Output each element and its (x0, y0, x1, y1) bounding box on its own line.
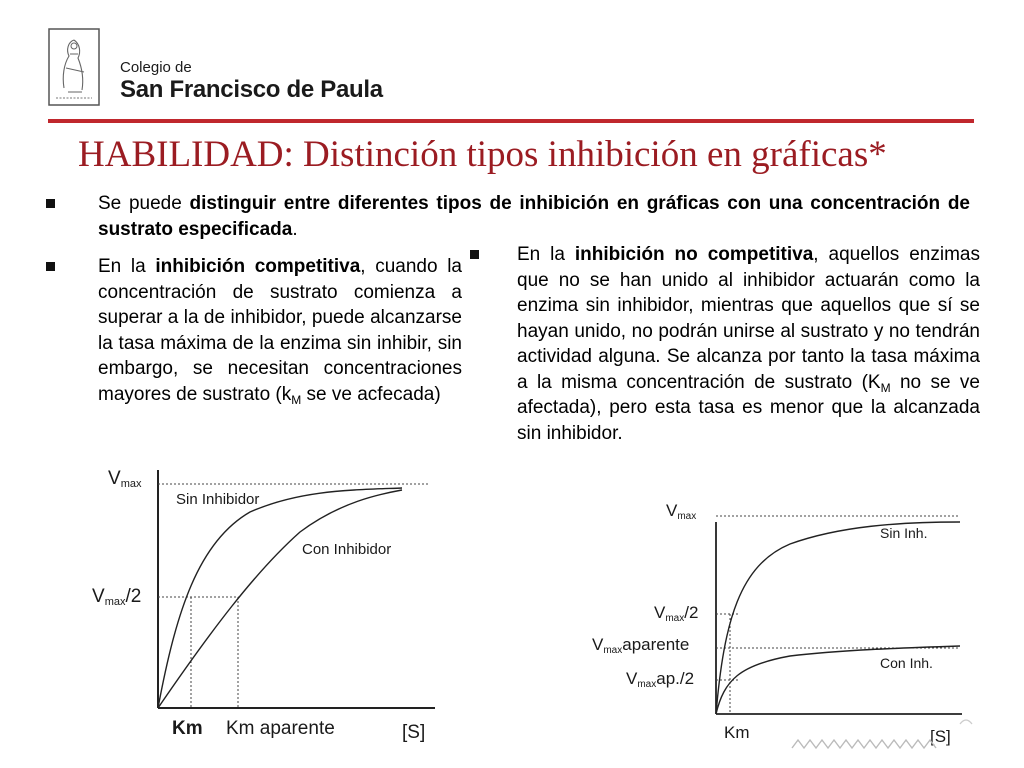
header-rule (48, 119, 974, 123)
curve-without-inhibitor (157, 487, 403, 709)
y-label-vmax-half: Vmax/2 (92, 586, 141, 608)
curve2-label: Con Inh. (880, 655, 933, 671)
school-name-line1: Colegio de (120, 59, 192, 76)
x-label-km: Km (724, 723, 750, 742)
x-label-km-apparent: Km aparente (226, 718, 335, 739)
bullet-marker (470, 250, 479, 259)
x-label-km: Km (172, 718, 203, 739)
y-label-vmax: Vmax (666, 501, 696, 522)
curve-with-inhibitor (157, 489, 403, 709)
x-axis-label: [S] (402, 722, 425, 743)
school-logo (48, 28, 100, 106)
decorative-watermark (791, 719, 973, 750)
curve-without-inhibitor (715, 521, 961, 715)
bullet-marker (46, 262, 55, 271)
y-label-vmax: Vmax (108, 468, 142, 490)
school-name-line2: San Francisco de Paula (120, 76, 383, 103)
slide-title: HABILIDAD: Distinción tipos inhibición e… (78, 134, 887, 175)
noncompetitive-paragraph: En la inhibición no competitiva, aquello… (517, 244, 980, 444)
bullet-marker (46, 199, 55, 208)
curve1-label: Sin Inhibidor (176, 491, 259, 508)
curve-with-inhibitor (715, 645, 961, 715)
x-axis-label: [S] (930, 727, 951, 746)
curve1-label: Sin Inh. (880, 525, 927, 541)
intro-paragraph: Se puede distinguir entre diferentes tip… (98, 193, 971, 240)
y-label-vmax-apparent: Vmaxaparente (592, 635, 689, 656)
curve2-label: Con Inhibidor (302, 541, 391, 558)
competitive-inhibition-graph: Vmax Vmax/2 Sin Inhibidor Con Inhibidor … (92, 468, 435, 743)
y-label-vmax-half: Vmax/2 (654, 603, 698, 624)
y-label-vmax-apparent-half: Vmaxap./2 (626, 669, 694, 690)
noncompetitive-inhibition-graph: Vmax Vmax/2 Vmaxaparente Vmaxap./2 Sin I… (592, 501, 962, 746)
competitive-paragraph: En la inhibición competitiva, cuando la … (98, 256, 462, 407)
